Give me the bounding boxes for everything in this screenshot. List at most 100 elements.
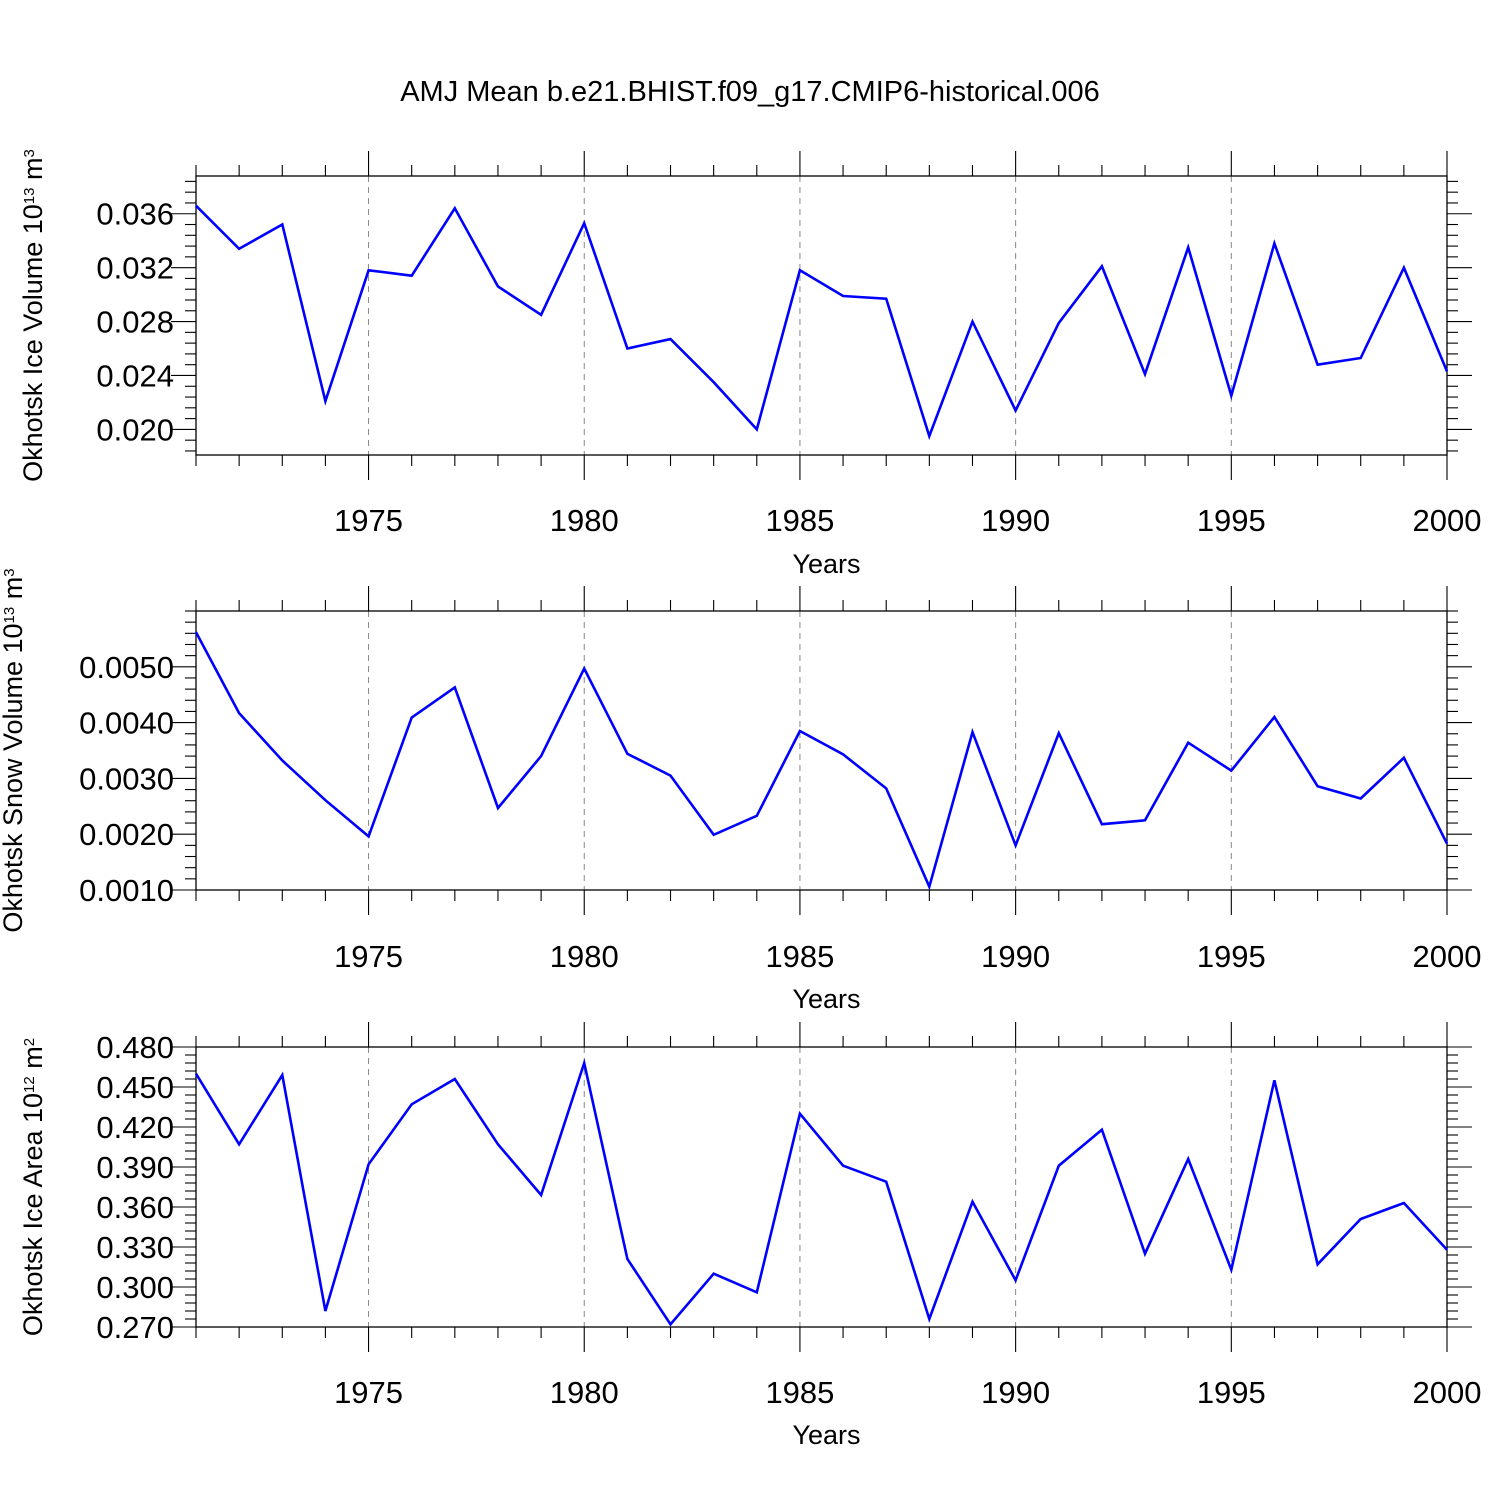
data-point (1185, 740, 1191, 746)
data-point (193, 1071, 199, 1077)
data-point (1142, 1251, 1148, 1257)
data-point (1401, 265, 1407, 271)
data-point (711, 1271, 717, 1277)
data-point (1228, 393, 1234, 399)
data-point (1315, 783, 1321, 789)
y-tick-label: 0.028 (96, 305, 174, 340)
y-tick-label: 0.420 (96, 1110, 174, 1145)
x-tick-label: 1990 (981, 939, 1050, 974)
x-tick-label: 1980 (550, 503, 619, 538)
data-point (840, 1163, 846, 1169)
data-point (1271, 240, 1277, 246)
data-point (883, 785, 889, 791)
data-point (581, 220, 587, 226)
x-axis-title: Years (792, 549, 860, 579)
data-point (409, 715, 415, 721)
y-axis-title-part: m (0, 577, 28, 607)
y-axis-title-part: m (18, 1046, 48, 1076)
data-point (1099, 263, 1105, 269)
y-tick-label: 0.0050 (79, 650, 174, 685)
data-point (711, 832, 717, 838)
data-point (495, 284, 501, 290)
data-point (1228, 1267, 1234, 1273)
data-point (969, 319, 975, 325)
data-point (1185, 244, 1191, 250)
data-point (495, 805, 501, 811)
data-point (1013, 1277, 1019, 1283)
data-point (1013, 842, 1019, 848)
data-point (1013, 408, 1019, 414)
data-point (926, 433, 932, 439)
data-point (538, 753, 544, 759)
data-point (538, 312, 544, 318)
data-point (1358, 795, 1364, 801)
x-tick-label: 1990 (981, 1375, 1050, 1410)
y-axis-title-superscript: 13 (21, 188, 38, 205)
panel-1: 1975 1980 1985 1990 1995 2000 0.020 0.024 0.028 0… (18, 149, 1481, 579)
y-tick-label: 0.024 (96, 358, 174, 393)
data-point (322, 398, 328, 404)
y-tick-label: 0.480 (96, 1030, 174, 1065)
panel-2: 1975 1980 1985 1990 1995 2000 0.0010 0.0020 0.00… (0, 568, 1481, 1014)
data-point (1099, 1127, 1105, 1133)
data-point (452, 684, 458, 690)
data-point (840, 293, 846, 299)
data-point (668, 1321, 674, 1327)
y-tick-label: 0.036 (96, 197, 174, 232)
y-axis-title: Okhotsk Ice Volume 1013 m3 (18, 149, 48, 482)
y-axis-title-part: Okhotsk Snow Volume 10 (0, 623, 28, 932)
y-tick-label: 0.020 (96, 412, 174, 447)
figure-title: AMJ Mean b.e21.BHIST.f09_g17.CMIP6-histo… (400, 76, 1100, 108)
data-point (279, 222, 285, 228)
x-axis-title: Years (792, 984, 860, 1014)
series-line (194, 631, 1449, 891)
x-tick-label: 1980 (550, 939, 619, 974)
x-tick-label: 1995 (1197, 1375, 1266, 1410)
data-point (452, 1076, 458, 1082)
y-tick-label: 0.0040 (79, 706, 174, 741)
data-point (495, 1141, 501, 1147)
data-point (236, 1141, 242, 1147)
data-point (366, 833, 372, 839)
data-point (1099, 821, 1105, 827)
y-axis-title-superscript: 2 (21, 1038, 38, 1046)
data-point (754, 426, 760, 432)
series-line (195, 204, 1449, 441)
y-tick-label: 0.300 (96, 1270, 174, 1305)
x-tick-label: 1990 (981, 503, 1050, 538)
y-tick-label: 0.390 (96, 1150, 174, 1185)
x-tick-label: 2000 (1413, 1375, 1482, 1410)
x-tick-label: 1995 (1197, 503, 1266, 538)
x-tick-label: 1985 (765, 1375, 834, 1410)
data-point (1271, 1077, 1277, 1083)
data-point (754, 813, 760, 819)
data-point (1444, 1247, 1450, 1253)
y-tick-label: 0.360 (96, 1190, 174, 1225)
x-tick-label: 1995 (1197, 939, 1266, 974)
y-axis-title-superscript: 3 (21, 149, 38, 157)
y-tick-label: 0.0010 (79, 873, 174, 908)
data-point (1315, 362, 1321, 368)
data-point (322, 1308, 328, 1314)
x-tick-label: 2000 (1413, 939, 1482, 974)
data-point (366, 267, 372, 273)
y-axis-title-part: Okhotsk Ice Area 10 (18, 1093, 48, 1336)
data-point (754, 1289, 760, 1295)
data-point (1315, 1261, 1321, 1267)
data-point (1056, 1163, 1062, 1169)
data-point (926, 884, 932, 890)
x-axis-title: Years (792, 1420, 860, 1450)
data-point (1401, 755, 1407, 761)
panel-3: 1975 1980 1985 1990 1995 2000 0.270 0.300 0.330 0… (18, 1022, 1481, 1450)
data-point (193, 629, 199, 635)
y-tick-label: 0.450 (96, 1070, 174, 1105)
y-axis-title-superscript: 3 (1, 568, 18, 576)
y-tick-label: 0.270 (96, 1310, 174, 1345)
data-point (1228, 768, 1234, 774)
data-point (1358, 1216, 1364, 1222)
data-point (926, 1316, 932, 1322)
data-point (883, 296, 889, 302)
y-axis-title: Okhotsk Ice Area 1012 m2 (18, 1038, 48, 1336)
data-point (797, 1111, 803, 1117)
